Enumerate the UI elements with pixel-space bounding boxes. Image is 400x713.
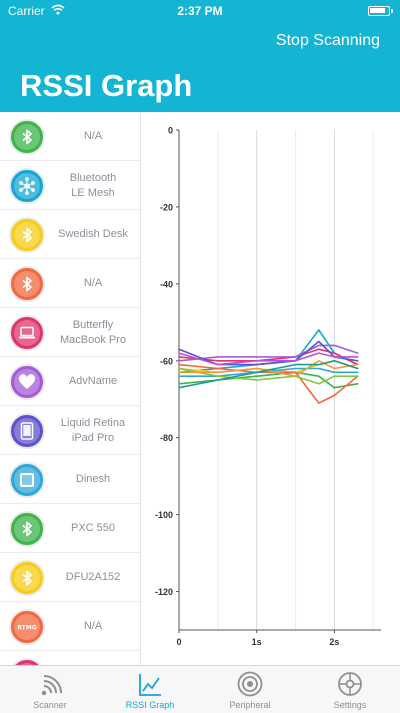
tab-scanner-label: Scanner: [33, 700, 67, 710]
device-name: Butterfly MacBook Pro: [59, 318, 127, 346]
device-row[interactable]: AdvName: [0, 357, 140, 406]
device-avatar: RTMG: [9, 609, 45, 645]
tab-rssi-graph-label: RSSI Graph: [125, 700, 175, 710]
tab-scanner[interactable]: Scanner: [0, 666, 100, 713]
bluetooth-icon: [14, 124, 40, 150]
device-row[interactable]: N/A: [0, 259, 140, 308]
device-row[interactable]: [0, 651, 140, 665]
series-line: [178, 352, 359, 366]
settings-icon: [338, 672, 362, 696]
device-row[interactable]: Liquid Retina iPad Pro: [0, 406, 140, 455]
device-name: Liquid Retina iPad Pro: [60, 416, 126, 444]
tab-settings-label: Settings: [333, 700, 367, 710]
bluetooth-icon: [14, 516, 40, 542]
scanner-icon: [41, 675, 62, 696]
y-tick-label: -20: [160, 202, 173, 212]
y-tick-label: -60: [160, 356, 173, 366]
device-name: Dinesh: [75, 473, 111, 486]
device-name: N/A: [83, 277, 103, 290]
bluetooth-icon: [14, 222, 40, 248]
tab-bar: Scanner RSSI Graph Peripheral Settings: [0, 665, 400, 713]
device-avatar: [9, 217, 45, 253]
device-name: [52, 651, 134, 665]
series-line: [178, 360, 359, 389]
device-row[interactable]: N/A: [0, 112, 140, 161]
device-list[interactable]: N/A Bluetooth LE Mesh Swedish Desk N/A Butte…: [0, 112, 141, 665]
device-name: N/A: [83, 130, 103, 143]
rssi-chart: 0 -20 -40 -60 -80 -100 -120 0 1s 2s: [155, 126, 381, 647]
device-row[interactable]: Butterfly MacBook Pro: [0, 308, 140, 357]
device-avatar: [9, 462, 45, 498]
heart-icon: [14, 369, 40, 395]
series-line: [178, 344, 359, 362]
y-tick-label: -40: [160, 279, 173, 289]
tab-peripheral[interactable]: Peripheral: [200, 666, 300, 713]
tablet-icon: [14, 418, 40, 444]
y-tick-label: 0: [168, 126, 173, 136]
y-tick-label: -100: [155, 510, 173, 520]
rtmg-logo: RTMG: [14, 614, 40, 640]
device-name: DFU2A152: [65, 571, 121, 584]
x-tick-label: 0: [176, 637, 181, 647]
device-name: Bluetooth LE Mesh: [69, 171, 117, 199]
wifi-icon: [51, 4, 65, 18]
device-row[interactable]: DFU2A152: [0, 553, 140, 602]
device-avatar: [9, 560, 45, 596]
graph-icon: [139, 674, 161, 696]
bluetooth-icon: [14, 663, 40, 665]
status-bar: Carrier 2:37 PM: [0, 0, 400, 22]
series-line: [178, 360, 359, 378]
y-tick-label: -80: [160, 433, 173, 443]
device-name: Swedish Desk: [58, 228, 128, 241]
device-avatar: [9, 658, 45, 665]
mesh-icon: [14, 173, 40, 199]
tab-settings[interactable]: Settings: [300, 666, 400, 713]
battery-icon: [368, 6, 393, 16]
device-row[interactable]: PXC 550: [0, 504, 140, 553]
device-avatar: [9, 511, 45, 547]
device-row[interactable]: RTMG N/A: [0, 602, 140, 651]
series-line: [178, 363, 359, 404]
svg-text:RTMG: RTMG: [17, 625, 36, 632]
x-tick-label: 2s: [329, 637, 339, 647]
navigation-header: Carrier 2:37 PM Stop Scanning RSSI Graph: [0, 0, 400, 112]
device-avatar: [9, 413, 45, 449]
device-avatar: [9, 315, 45, 351]
square-icon: [14, 467, 40, 493]
bluetooth-icon: [14, 565, 40, 591]
peripheral-icon: [237, 671, 263, 697]
device-row[interactable]: Dinesh: [0, 455, 140, 504]
device-avatar: [9, 168, 45, 204]
tab-rssi-graph[interactable]: RSSI Graph: [100, 666, 200, 713]
x-tick-label: 1s: [252, 637, 262, 647]
tab-peripheral-label: Peripheral: [229, 700, 271, 710]
device-name: AdvName: [68, 375, 118, 388]
bluetooth-icon: [14, 271, 40, 297]
laptop-icon: [14, 320, 40, 346]
page-title: RSSI Graph: [20, 68, 193, 103]
y-tick-label: -120: [155, 587, 173, 597]
device-avatar: [9, 119, 45, 155]
device-name: N/A: [83, 620, 103, 633]
device-row[interactable]: Bluetooth LE Mesh: [0, 161, 140, 210]
device-avatar: [9, 266, 45, 302]
device-avatar: [9, 364, 45, 400]
clock-label: 2:37 PM: [177, 4, 223, 18]
stop-scanning-button[interactable]: Stop Scanning: [275, 32, 380, 49]
device-row[interactable]: Swedish Desk: [0, 210, 140, 259]
device-name: PXC 550: [70, 522, 116, 535]
carrier-label: Carrier: [8, 4, 45, 18]
